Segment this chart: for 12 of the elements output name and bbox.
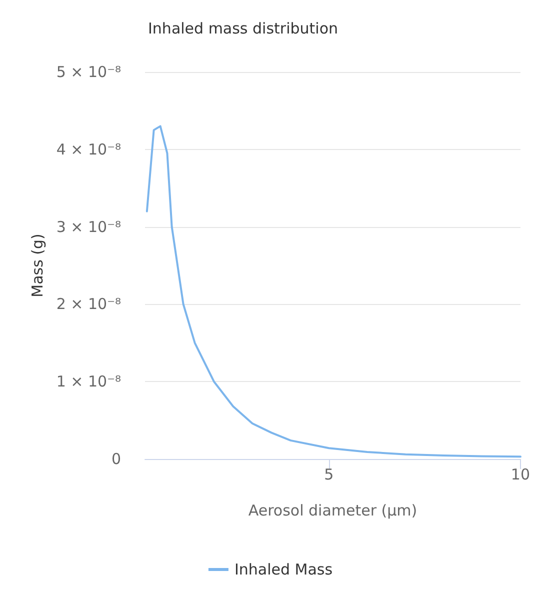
y-tick-label: 4 × 10⁻⁸ [56, 140, 121, 158]
y-axis-title: Mass (g) [28, 234, 46, 298]
y-tick-label: 5 × 10⁻⁸ [56, 63, 121, 81]
legend-label: Inhaled Mass [234, 560, 333, 578]
chart-title: Inhaled mass distribution [148, 20, 338, 38]
y-tick-label: 0 [111, 450, 121, 468]
x-tick-label: 5 [324, 466, 334, 484]
y-tick-label: 2 × 10⁻⁸ [56, 295, 121, 314]
x-axis-title: Aerosol diameter (µm) [248, 502, 418, 520]
y-tick-label: 3 × 10⁻⁸ [56, 218, 121, 236]
y-tick-label: 1 × 10⁻⁸ [56, 372, 121, 391]
x-tick-label: 10 [510, 466, 530, 484]
